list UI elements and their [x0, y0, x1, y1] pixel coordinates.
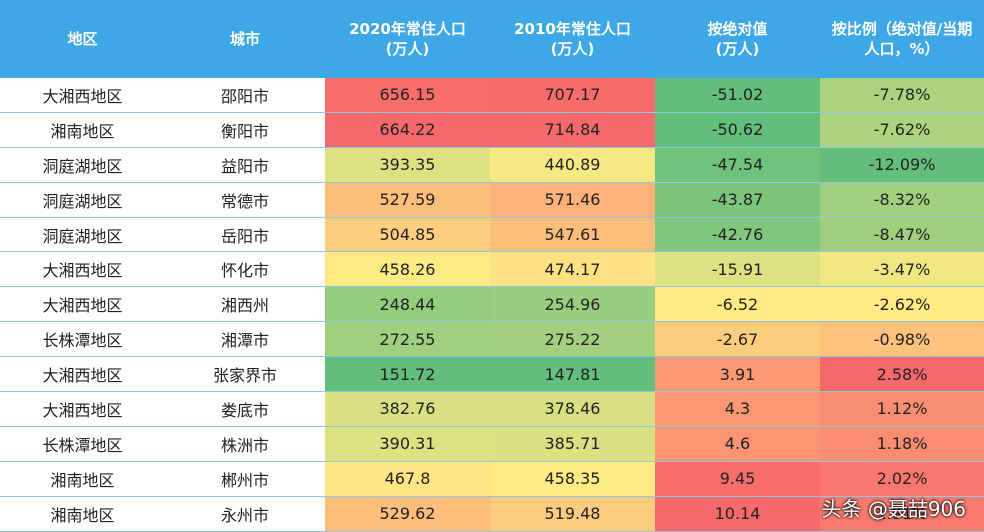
value-cell: 474.17: [490, 252, 655, 288]
region-cell: 大湘西地区: [0, 252, 165, 288]
region-cell: 洞庭湖地区: [0, 182, 165, 218]
value-cell: 4.3: [655, 392, 820, 427]
value-cell: 254.96: [490, 287, 655, 323]
value-cell: 248.44: [325, 287, 490, 323]
city-cell: 郴州市: [165, 461, 325, 497]
region-cell: 洞庭湖地区: [0, 217, 165, 253]
value-cell: -6.52: [655, 287, 820, 323]
value-cell: -2.67: [655, 322, 820, 358]
value-cell: 1.91%: [820, 496, 984, 532]
value-cell: 519.48: [490, 496, 655, 532]
watermark: 头条 @聂喆906: [821, 497, 966, 521]
value-cell: 458.35: [490, 461, 655, 497]
value-cell: 4.6: [655, 426, 820, 462]
value-cell: 385.71: [490, 426, 655, 462]
value-cell: 707.17: [490, 78, 655, 113]
city-cell: 永州市: [165, 496, 325, 532]
value-cell: 458.26: [325, 252, 490, 288]
header-cell: 按绝对值 (万人): [655, 0, 820, 78]
region-cell: 湘南地区: [0, 496, 165, 532]
value-cell: 2.02%: [820, 461, 984, 497]
header-cell: 城市: [165, 0, 325, 78]
city-cell: 岳阳市: [165, 217, 325, 253]
value-cell: 467.8: [325, 461, 490, 497]
value-cell: 272.55: [325, 322, 490, 358]
value-cell: -0.98%: [820, 322, 984, 358]
region-cell: 大湘西地区: [0, 287, 165, 323]
value-cell: 390.31: [325, 426, 490, 462]
value-cell: 151.72: [325, 357, 490, 393]
value-cell: 504.85: [325, 217, 490, 253]
region-cell: 洞庭湖地区: [0, 147, 165, 183]
value-cell: -2.62%: [820, 287, 984, 323]
value-cell: 147.81: [490, 357, 655, 393]
header-cell: 2020年常住人口 (万人): [325, 0, 490, 78]
region-cell: 湘南地区: [0, 461, 165, 497]
region-cell: 长株潭地区: [0, 322, 165, 358]
value-cell: 527.59: [325, 182, 490, 218]
header-cell: 地区: [0, 0, 165, 78]
value-cell: 664.22: [325, 112, 490, 148]
value-cell: -7.62%: [820, 112, 984, 148]
city-cell: 邵阳市: [165, 78, 325, 113]
value-cell: 714.84: [490, 112, 655, 148]
value-cell: 440.89: [490, 147, 655, 183]
value-cell: -7.78%: [820, 78, 984, 113]
value-cell: -8.32%: [820, 182, 984, 218]
value-cell: -3.47%: [820, 252, 984, 288]
value-cell: -8.47%: [820, 217, 984, 253]
city-cell: 张家界市: [165, 357, 325, 393]
city-cell: 益阳市: [165, 147, 325, 183]
city-cell: 怀化市: [165, 252, 325, 288]
value-cell: -43.87: [655, 182, 820, 218]
city-cell: 娄底市: [165, 392, 325, 427]
value-cell: 382.76: [325, 392, 490, 427]
city-cell: 衡阳市: [165, 112, 325, 148]
header-cell: 按比例（绝对值/当期 人口，%）: [820, 0, 984, 78]
region-cell: 大湘西地区: [0, 392, 165, 427]
value-cell: 2.58%: [820, 357, 984, 393]
region-cell: 湘南地区: [0, 112, 165, 148]
city-cell: 常德市: [165, 182, 325, 218]
value-cell: -12.09%: [820, 147, 984, 183]
value-cell: 275.22: [490, 322, 655, 358]
region-cell: 大湘西地区: [0, 78, 165, 113]
value-cell: 571.46: [490, 182, 655, 218]
value-cell: -50.62: [655, 112, 820, 148]
header-cell: 2010年常住人口 (万人): [490, 0, 655, 78]
value-cell: 1.18%: [820, 426, 984, 462]
region-cell: 大湘西地区: [0, 357, 165, 393]
value-cell: 10.14: [655, 496, 820, 532]
value-cell: 1.12%: [820, 392, 984, 427]
value-cell: 529.62: [325, 496, 490, 532]
value-cell: -47.54: [655, 147, 820, 183]
value-cell: 3.91: [655, 357, 820, 393]
value-cell: 656.15: [325, 78, 490, 113]
city-cell: 湘潭市: [165, 322, 325, 358]
region-cell: 长株潭地区: [0, 426, 165, 462]
city-cell: 湘西州: [165, 287, 325, 323]
value-cell: -15.91: [655, 252, 820, 288]
value-cell: 378.46: [490, 392, 655, 427]
city-cell: 株洲市: [165, 426, 325, 462]
value-cell: 393.35: [325, 147, 490, 183]
value-cell: -51.02: [655, 78, 820, 113]
value-cell: -42.76: [655, 217, 820, 253]
value-cell: 547.61: [490, 217, 655, 253]
value-cell: 9.45: [655, 461, 820, 497]
